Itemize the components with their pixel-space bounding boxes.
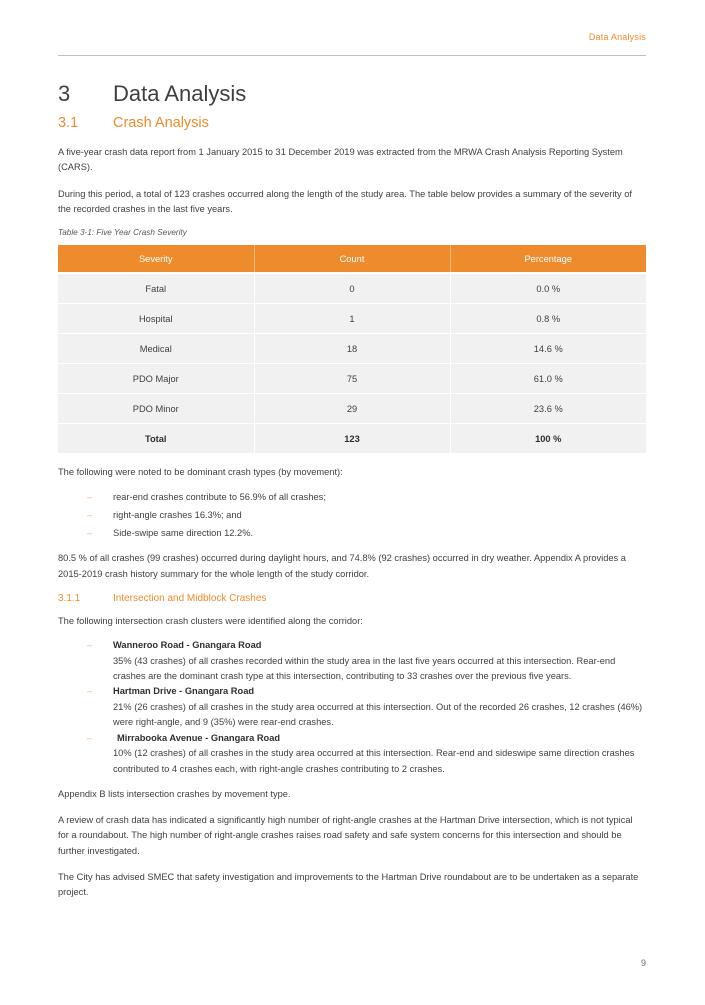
- cell-percentage: 0.8 %: [450, 303, 646, 335]
- cluster-name: Wanneroo Road - Gnangara Road: [113, 640, 262, 651]
- cell-severity-total: Total: [58, 423, 255, 454]
- header-rule-divider: [58, 55, 646, 56]
- crash-severity-table: Severity Count Percentage Fatal 0 0.0 % …: [58, 245, 646, 454]
- table-total-row: Total 123 100 %: [58, 423, 646, 454]
- dash-marker-icon: –: [87, 509, 93, 520]
- section-heading-level1: 3 Data Analysis: [58, 82, 646, 105]
- paragraph-city-advised: The City has advised SMEC that safety in…: [58, 872, 639, 898]
- cell-severity: Hospital: [58, 303, 255, 335]
- cell-count: 75: [254, 363, 451, 395]
- paragraph-clusters-lead: The following intersection crash cluster…: [58, 616, 363, 626]
- cell-percentage: 0.0 %: [450, 273, 646, 305]
- cluster-name: Mirrabooka Avenue - Gnangara Road: [117, 732, 281, 743]
- cell-severity: Medical: [58, 333, 255, 365]
- cell-count: 0: [254, 273, 451, 305]
- cluster-detail: 35% (43 crashes) of all crashes recorded…: [113, 655, 616, 682]
- paragraph-appendix-b: Appendix B lists intersection crashes by…: [58, 788, 291, 799]
- list-item: – rear-end crashes contribute to 56.9% o…: [58, 490, 646, 505]
- list-item: – Hartman Drive - Gnangara Road 21% (26 …: [58, 684, 646, 730]
- table-row: Medical 18 14.6 %: [58, 333, 646, 365]
- list-item-label: Side-swipe same direction 12.2%.: [113, 528, 254, 539]
- column-header-percentage: Percentage: [450, 245, 646, 275]
- section-title-intersection-midblock: Intersection and Midblock Crashes: [113, 593, 267, 604]
- list-item: – Mirrabooka Avenue - Gnangara Road 10% …: [58, 731, 646, 777]
- running-header: Data Analysis: [588, 32, 646, 42]
- dash-marker-icon: –: [87, 528, 93, 539]
- list-item: – Wanneroo Road - Gnangara Road 35% (43 …: [58, 638, 646, 684]
- cluster-name: Hartman Drive - Gnangara Road: [113, 686, 255, 697]
- cluster-detail: 10% (12 crashes) of all crashes in the s…: [113, 748, 635, 774]
- dash-marker-icon: –: [87, 732, 93, 743]
- dominant-crash-types-list: – rear-end crashes contribute to 56.9% o…: [58, 490, 646, 542]
- dash-marker-icon: –: [87, 686, 93, 697]
- list-item: – Side-swipe same direction 12.2%.: [58, 526, 646, 541]
- paragraph-review: A review of crash data has indicated a s…: [58, 815, 633, 856]
- section-title-data-analysis: Data Analysis: [113, 81, 247, 106]
- paragraph-daylight-weather: 80.5 % of all crashes (99 crashes) occur…: [58, 553, 626, 579]
- section-title-crash-analysis: Crash Analysis: [113, 115, 209, 132]
- table-row: Hospital 1 0.8 %: [58, 303, 646, 335]
- cell-severity: PDO Major: [58, 363, 255, 395]
- section-number-3: 3: [58, 81, 71, 106]
- section-number-3-1-1: 3.1.1: [58, 593, 81, 604]
- page-number: 9: [640, 958, 646, 968]
- paragraph-intro: A five-year crash data report from 1 Jan…: [58, 147, 623, 173]
- table-row: PDO Minor 29 23.6 %: [58, 393, 646, 425]
- cell-severity: PDO Minor: [58, 393, 255, 425]
- cell-count: 1: [254, 303, 451, 335]
- cluster-detail: 21% (26 crashes) of all crashes in the s…: [113, 702, 643, 728]
- table-caption: Table 3-1: Five Year Crash Severity: [58, 228, 187, 238]
- dash-marker-icon: –: [87, 491, 93, 502]
- column-header-count: Count: [254, 245, 451, 275]
- cell-percentage-total: 100 %: [450, 423, 646, 454]
- list-item-label: rear-end crashes contribute to 56.9% of …: [113, 491, 326, 502]
- cell-severity: Fatal: [58, 273, 255, 305]
- table-row: Fatal 0 0.0 %: [58, 273, 646, 305]
- table-row: PDO Major 75 61.0 %: [58, 363, 646, 395]
- section-heading-level3: 3.1.1 Intersection and Midblock Crashes: [58, 593, 646, 605]
- section-heading-level2: 3.1 Crash Analysis: [58, 115, 646, 132]
- paragraph-period: During this period, a total of 123 crash…: [58, 188, 632, 214]
- table-header-row: Severity Count Percentage: [58, 245, 646, 275]
- cell-count-total: 123: [254, 423, 451, 454]
- cell-count: 18: [254, 333, 451, 365]
- intersection-clusters-list: – Wanneroo Road - Gnangara Road 35% (43 …: [58, 638, 646, 777]
- list-item-label: right-angle crashes 16.3%; and: [113, 509, 242, 520]
- dash-marker-icon: –: [87, 640, 93, 651]
- list-item: – right-angle crashes 16.3%; and: [58, 508, 646, 523]
- paragraph-dominant-lead: The following were noted to be dominant …: [58, 467, 343, 478]
- section-number-3-1: 3.1: [58, 115, 79, 132]
- column-header-severity: Severity: [58, 245, 255, 275]
- cell-percentage: 61.0 %: [450, 363, 646, 395]
- cell-percentage: 14.6 %: [450, 333, 646, 365]
- cell-percentage: 23.6 %: [450, 393, 646, 425]
- page-content: 3 Data Analysis 3.1 Crash Analysis A fiv…: [58, 82, 646, 912]
- cell-count: 29: [254, 393, 451, 425]
